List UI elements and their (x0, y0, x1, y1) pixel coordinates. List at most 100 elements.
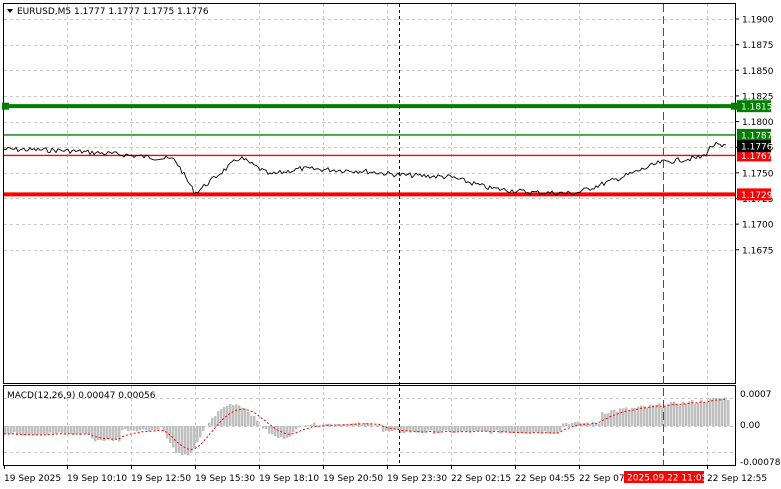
macd-histogram-bar (427, 426, 430, 431)
macd-histogram-bar (271, 426, 274, 435)
price-tick-label: 1.1800 (742, 118, 774, 128)
macd-histogram-bar (376, 425, 379, 426)
macd-histogram-bar (727, 400, 730, 426)
macd-histogram-bar (388, 426, 391, 432)
macd-histogram-bar (106, 426, 109, 439)
macd-histogram-bar (175, 426, 178, 454)
macd-histogram-bar (82, 426, 85, 434)
macd-histogram-bar (328, 423, 331, 426)
macd-histogram-bar (289, 426, 292, 437)
macd-histogram-bar (22, 426, 25, 436)
macd-histogram-bar (58, 426, 61, 433)
macd-histogram-bar (172, 426, 175, 448)
macd-histogram-bar (394, 426, 397, 431)
macd-histogram-bar (379, 424, 382, 426)
level-lines[interactable] (2, 102, 738, 197)
macd-histogram-bar (364, 422, 367, 426)
macd-histogram-bar (415, 426, 418, 433)
macd-histogram-bar (265, 426, 268, 430)
macd-histogram-bar (97, 426, 100, 441)
macd-histogram-bar (688, 401, 691, 426)
macd-histogram-bar (256, 420, 259, 426)
current-price-label: 1.1776 (741, 143, 773, 153)
macd-histogram-bar (49, 426, 52, 433)
macd-histogram-bar (37, 426, 40, 435)
macd-histogram-bar (403, 426, 406, 434)
macd-signal-line (4, 398, 728, 451)
macd-histogram-bar (43, 426, 46, 435)
macd-histogram-bar (640, 405, 643, 426)
macd-histogram-bar (613, 409, 616, 426)
macd-histogram-bar (418, 426, 421, 433)
macd-histogram-bar (274, 426, 277, 437)
macd-histogram-bar (229, 404, 232, 426)
macd-histogram-bar (115, 426, 118, 440)
macd-histogram-bar (466, 426, 469, 432)
macd-histogram-bar (436, 426, 439, 433)
macd-histogram-bar (277, 426, 280, 438)
symbol-timeframe[interactable]: EURUSD,M5 (17, 7, 71, 17)
level-handle[interactable] (2, 102, 9, 110)
price-tick-label: 1.1675 (742, 246, 774, 256)
macd-histogram-bar (412, 426, 415, 431)
macd-histogram-bar (655, 404, 658, 426)
level-price-labels: 1.1815 1.1787 1.1767 1.1729 (737, 100, 773, 201)
macd-histogram-bar (697, 402, 700, 426)
macd-histogram-bar (721, 398, 724, 426)
macd-histogram-bar (565, 422, 568, 426)
time-axis[interactable]: 19 Sep 2025 19 Sep 10:10 19 Sep 12:50 19 Se… (4, 465, 767, 484)
macd-histogram-bar (520, 426, 523, 434)
level-price-label: 1.1767 (741, 152, 773, 162)
macd-histogram-bar (661, 407, 664, 426)
cursor-time-label: 2025.09.22 11:05 (627, 474, 707, 484)
macd-histogram-bar (340, 425, 343, 426)
level-handle[interactable] (731, 102, 738, 110)
price-tick-label: 1.1900 (742, 16, 774, 26)
macd-histogram-bar (532, 426, 535, 433)
macd-histogram-bar (571, 422, 574, 426)
macd-histogram-bar (10, 426, 13, 434)
macd-histogram-bar (16, 426, 19, 436)
level-price-label: 1.1729 (741, 191, 773, 201)
time-tick-label: 22 Sep 04:55 (515, 474, 575, 484)
macd-histogram-bar (706, 402, 709, 426)
macd-histogram-bar (382, 426, 385, 432)
macd-histogram-bar (199, 426, 202, 438)
macd-histogram-bar (25, 426, 28, 436)
macd-histogram-bar (241, 407, 244, 426)
macd-histogram-bar (607, 413, 610, 426)
macd-histogram-bar (142, 426, 145, 430)
macd-histogram-bar (247, 411, 250, 426)
macd-histogram-bar (667, 403, 670, 426)
macd-histogram-bar (61, 426, 64, 434)
macd-histogram-bar (556, 426, 559, 434)
macd-histogram-bar (298, 426, 301, 428)
macd-histogram-bar (631, 407, 634, 426)
macd-histogram-bar (433, 426, 436, 434)
macd-histogram-bar (391, 426, 394, 431)
macd-histogram-bar (370, 423, 373, 426)
macd-histogram-bar (553, 426, 556, 434)
macd-indicator (4, 397, 730, 456)
macd-histogram-bar (70, 426, 73, 435)
macd-histogram-bar (715, 397, 718, 426)
price-tick-label: 1.1750 (742, 169, 774, 179)
macd-histogram-bar (118, 426, 121, 442)
macd-histogram-bar (4, 426, 7, 435)
macd-histogram-bar (223, 406, 226, 426)
macd-histogram-bar (304, 425, 307, 426)
symbol-dropdown-icon[interactable] (7, 9, 13, 13)
macd-histogram-bar (409, 426, 412, 433)
macd-histogram-bar (208, 422, 211, 426)
macd-histogram-bar (268, 426, 271, 434)
macd-histogram-bar (718, 399, 721, 426)
macd-histogram-bar (724, 397, 727, 426)
macd-histogram-bar (301, 425, 304, 426)
macd-histogram-bar (400, 426, 403, 434)
macd-histogram-bar (169, 426, 172, 444)
macd-histogram-bar (373, 425, 376, 426)
macd-histogram-bar (628, 409, 631, 426)
macd-histogram-bar (460, 426, 463, 432)
macd-histogram-bar (244, 408, 247, 426)
